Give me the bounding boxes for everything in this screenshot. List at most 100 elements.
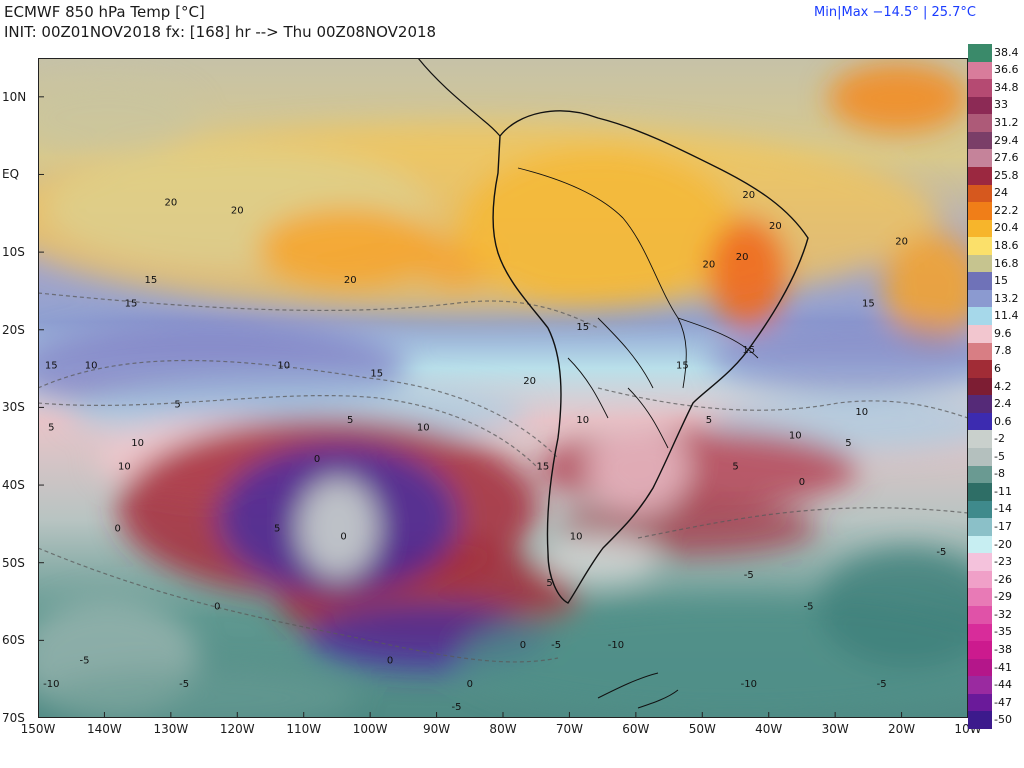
contour-label: 5	[845, 438, 851, 449]
colorbar-label: 33	[994, 98, 1008, 112]
contour-label: 20	[523, 376, 536, 387]
colorbar-swatch	[968, 272, 992, 291]
contour-label: 10	[855, 407, 868, 418]
colorbar-label: -38	[994, 642, 1012, 656]
colorbar-swatch	[968, 360, 992, 379]
colorbar-label: 38.4	[994, 45, 1019, 59]
colorbar-swatch	[968, 342, 992, 361]
colorbar-label: 18.6	[994, 238, 1019, 252]
lat-label: EQ	[2, 167, 20, 182]
colorbar-swatch	[968, 79, 992, 98]
colorbar-swatch	[968, 237, 992, 256]
colorbar-swatch	[968, 149, 992, 168]
contour-label: -5	[877, 679, 887, 690]
min-max-readout: Min|Max −14.5° | 25.7°C	[814, 5, 976, 20]
colorbar-label: 13.2	[994, 291, 1019, 305]
colorbar-swatch	[968, 184, 992, 203]
contour-label: 0	[115, 524, 121, 535]
contour-label: 15	[862, 298, 875, 309]
colorbar-swatch	[968, 412, 992, 431]
colorbar-label: -29	[994, 590, 1012, 604]
contour-label: 15	[576, 322, 589, 333]
colorbar-swatch	[968, 289, 992, 308]
colorbar-swatch	[968, 96, 992, 115]
contour-label: 20	[344, 275, 357, 286]
south-america-outline	[492, 110, 809, 604]
colorbar-label: 11.4	[994, 309, 1019, 323]
lat-label: 30S	[2, 400, 25, 415]
contour-label: -5	[179, 679, 189, 690]
colorbar-swatch	[968, 61, 992, 80]
colorbar-label: 20.4	[994, 221, 1019, 235]
contour-label: 10	[277, 361, 290, 372]
colorbar-swatch	[968, 606, 992, 625]
contour-label: 15	[125, 298, 138, 309]
colorbar-label: -11	[994, 484, 1012, 498]
colorbar-label: 2.4	[994, 397, 1012, 411]
contour-label: 20	[164, 198, 177, 209]
colorbar-label: 22.2	[994, 203, 1019, 217]
colorbar-swatch	[968, 325, 992, 344]
contour-label: 20	[231, 205, 244, 216]
lon-label: 50W	[688, 722, 716, 736]
contour-label: 5	[48, 423, 54, 434]
colorbar-swatch	[968, 553, 992, 572]
contour-label: -5	[80, 656, 90, 667]
country-borders	[517, 167, 759, 449]
contour-label: 0	[340, 531, 346, 542]
colorbar-swatch	[968, 131, 992, 150]
colorbar-swatch	[968, 44, 992, 63]
colorbar-swatch	[968, 202, 992, 221]
colorbar-label: -8	[994, 467, 1005, 481]
colorbar-swatch	[968, 254, 992, 273]
colorbar-swatch	[968, 570, 992, 589]
colorbar-swatch	[968, 588, 992, 607]
contour-label: -10	[741, 679, 757, 690]
lon-label: 20W	[887, 722, 916, 736]
map-frame	[38, 58, 968, 718]
contour-label: 10	[85, 361, 98, 372]
contour-labels: 20 20 20 20 20 20 20 20 20 15 15 15 15 15 15 15 15 15 10 10…	[43, 190, 946, 713]
colorbar-swatch	[968, 114, 992, 133]
colorbar-swatch	[968, 641, 992, 660]
contour-label: 10	[118, 462, 131, 473]
contour-label: 15	[742, 345, 755, 356]
contour-label: 15	[536, 462, 549, 473]
lat-label: 10N	[2, 89, 27, 104]
lat-label: 40S	[2, 478, 25, 493]
contour-label: 5	[706, 415, 712, 426]
colorbar-label: 6	[994, 361, 1001, 375]
contour-label: 5	[732, 462, 738, 473]
colorbar-label: -26	[994, 572, 1012, 586]
colorbar-label: -35	[994, 625, 1012, 639]
contour-label: 10	[789, 430, 802, 441]
contour-label: 0	[314, 454, 320, 465]
lon-label: 120W	[219, 722, 255, 736]
colorbar-swatch	[968, 166, 992, 185]
lon-label: 150W	[20, 722, 56, 736]
lat-label: 70S	[2, 711, 25, 725]
colorbar-label: 27.6	[994, 151, 1019, 165]
contour-label: 0	[387, 656, 393, 667]
colorbar: 38.4 36.6 34.8 33 31.2 29.4 27.6 25.8 24 22.2 20.4…	[968, 44, 1024, 730]
contour-label: 10	[576, 415, 589, 426]
antarctic-islands	[597, 672, 679, 709]
colorbar-label: 25.8	[994, 168, 1019, 182]
contour-label: 0	[467, 679, 473, 690]
isotherm-lines	[38, 292, 968, 663]
colorbar-label: -50	[994, 713, 1012, 727]
contour-label: 20	[736, 252, 749, 263]
colorbar-swatch	[968, 447, 992, 467]
temperature-map[interactable]: 20 20 20 20 20 20 20 20 20 15 15 15 15 15 15 15 15 15 10 10…	[38, 58, 968, 718]
lat-label: 60S	[2, 633, 25, 648]
colorbar-label: 36.6	[994, 63, 1019, 77]
colorbar-label: -20	[994, 537, 1012, 551]
colorbar-swatch	[968, 395, 992, 414]
contour-label: -10	[43, 679, 59, 690]
colorbar-label: -44	[994, 678, 1012, 692]
central-america-outline	[417, 58, 501, 137]
contour-label: 20	[742, 190, 755, 201]
lat-label: 10S	[2, 245, 25, 260]
colorbar-swatch	[968, 711, 992, 730]
lon-label: 90W	[422, 722, 451, 736]
